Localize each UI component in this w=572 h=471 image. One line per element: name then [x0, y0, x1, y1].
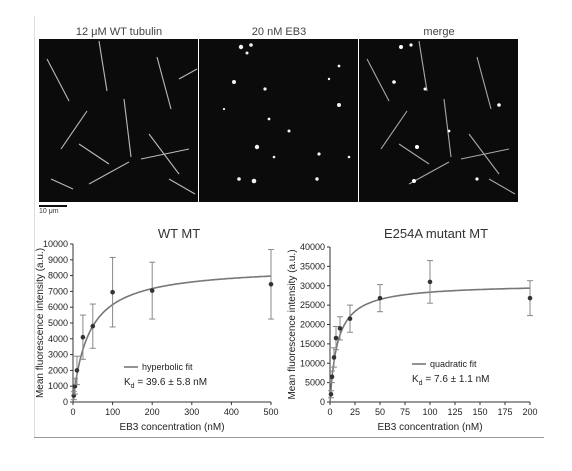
x-axis-label: EB3 concentration (nM) [377, 422, 482, 433]
x-tick-label: 175 [497, 407, 512, 417]
x-tick-label: 100 [105, 407, 120, 417]
y-tick-label: 20000 [300, 320, 325, 330]
kd-subscript: d [131, 383, 135, 390]
chart-title: E254A mutant MT [384, 226, 488, 241]
y-tick-label: 35000 [300, 261, 325, 271]
kd-annotation: Kd = 7.6 ± 1.1 nM [412, 374, 490, 387]
e254a-mutant-chart: E254A mutant MT 0 5000 10000 15000 20000 25000… [287, 226, 538, 433]
x-tick-label: 100 [422, 407, 437, 417]
data-point [331, 355, 337, 360]
x-tick-label: 300 [184, 407, 199, 417]
y-axis-label: Mean fluorescence intensity (a.u.) [35, 248, 46, 398]
y-tick-label: 25000 [300, 300, 325, 310]
data-point [337, 326, 343, 331]
x-tick-label: 400 [224, 407, 239, 417]
x-axis-label: EB3 concentration (nM) [119, 422, 224, 433]
data-point [329, 374, 335, 380]
kd-symbol: K [412, 374, 419, 385]
y-tick-label: 30000 [300, 281, 325, 291]
y-tick-label: 40000 [300, 242, 325, 252]
x-tick-label: 75 [400, 407, 410, 417]
data-point [427, 279, 433, 285]
x-tick-label: 0 [327, 407, 332, 417]
data-point [333, 335, 339, 341]
data-point [149, 288, 155, 293]
data-point [377, 295, 383, 301]
scale-bar-label: 10 μm [39, 208, 59, 215]
x-tick-label: 150 [472, 407, 487, 417]
fit-curve [72, 275, 272, 403]
data-point [90, 323, 96, 329]
wt-mt-chart: WT MT01000200030004000500060007000800090… [35, 226, 279, 433]
y-tick-label: 10000 [300, 358, 325, 368]
x-tick-label: 25 [350, 407, 360, 417]
x-tick-label: 200 [522, 407, 537, 417]
y-tick-label: 5000 [48, 318, 68, 328]
x-tick-label: 50 [375, 407, 385, 417]
y-tick-label: 4000 [48, 334, 68, 344]
legend-label: hyperbolic fit [142, 362, 193, 372]
data-point [328, 391, 334, 397]
kd-subscript: d [419, 380, 423, 387]
data-point [110, 289, 115, 295]
eb3-image [199, 39, 358, 202]
legend-label: quadratic fit [430, 359, 477, 369]
y-tick-label: 1000 [48, 381, 68, 391]
y-axis-label: Mean fluorescence intensity (a.u.) [287, 249, 298, 399]
y-tick-label: 8000 [48, 271, 68, 281]
data-point [268, 281, 274, 287]
y-tick-label: 3000 [48, 350, 68, 360]
data-point [527, 295, 533, 301]
y-tick-label: 6000 [48, 302, 68, 312]
merge-label: merge [423, 26, 455, 38]
y-tick-label: 10000 [43, 239, 68, 249]
x-tick-label: 500 [263, 407, 278, 417]
data-point [80, 334, 86, 340]
wt-tubulin-label: 12 μM WT tubulin [75, 26, 163, 38]
kd-symbol: K [124, 377, 131, 388]
y-tick-label: 5000 [305, 378, 325, 388]
figure-bottom-rule [34, 437, 544, 438]
y-tick-label: 9000 [48, 255, 68, 265]
x-tick-label: 200 [145, 407, 160, 417]
data-point [74, 368, 80, 373]
y-tick-label: 0 [63, 397, 68, 407]
x-tick-label: 0 [70, 407, 75, 417]
y-tick-label: 7000 [48, 286, 68, 296]
figure-left-rule [34, 16, 35, 437]
eb3-label: 20 nM EB3 [251, 26, 307, 38]
data-point [347, 316, 353, 321]
scale-bar [39, 205, 67, 207]
kd-annotation: Kd = 39.6 ± 5.8 nM [124, 377, 207, 390]
wt-tubulin-image [39, 39, 198, 202]
chart-title: WT MT [158, 226, 200, 241]
y-tick-label: 0 [320, 397, 325, 407]
x-tick-label: 125 [447, 407, 462, 417]
kd-value: = 7.6 ± 1.1 nM [423, 374, 490, 385]
y-tick-label: 15000 [300, 339, 325, 349]
kd-value: = 39.6 ± 5.8 nM [135, 377, 207, 388]
y-tick-label: 2000 [48, 365, 68, 375]
merge-image [359, 39, 518, 202]
